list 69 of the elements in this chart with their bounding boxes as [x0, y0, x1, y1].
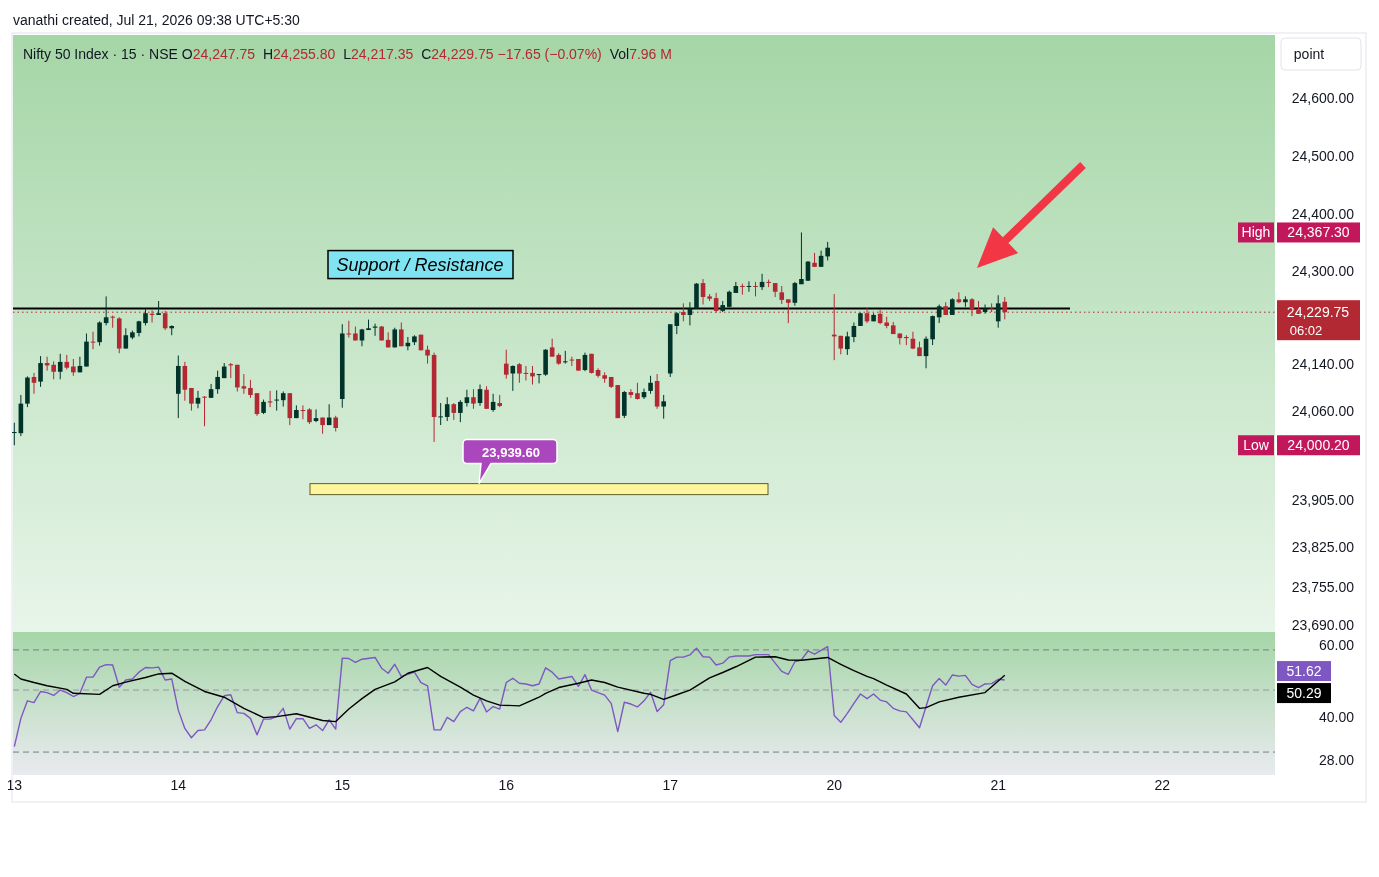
y-tick-label: 23,690.00 — [1291, 617, 1355, 634]
candlestick — [517, 362, 522, 384]
text: 50.29 — [1286, 685, 1322, 702]
candlestick — [530, 365, 535, 386]
x-tick-label: 22 — [1154, 777, 1171, 793]
x-tick-label: 15 — [334, 777, 351, 793]
candlestick — [740, 283, 745, 296]
text: O24,247.75 H24,255.80 L24,217.35 C24,229.75 −17.65 (−0.07%) Vol7.96 M — [181, 46, 672, 62]
y-tick-label: 24,500.00 — [1291, 147, 1355, 164]
candlestick — [471, 388, 476, 410]
y-tick-label: 23,825.00 — [1291, 538, 1355, 555]
candlestick — [904, 334, 909, 346]
text: vanathi created, Jul 21, 2026 09:38 UTC+5:30 — [13, 12, 301, 28]
y-tick-label: 23,755.00 — [1291, 579, 1355, 596]
y-tick-label: 23,905.00 — [1291, 492, 1355, 509]
text: point — [1293, 46, 1325, 62]
x-tick-label: 14 — [170, 777, 187, 793]
annotation: Low — [1243, 437, 1270, 454]
candlestick — [562, 350, 568, 365]
y-tick-label: 40.00 — [1318, 708, 1355, 725]
candlestick — [97, 320, 102, 347]
text: 24,000.20 — [1287, 437, 1350, 454]
y-tick-label: 24,060.00 — [1291, 402, 1355, 419]
y-tick-label: 24,400.00 — [1291, 205, 1355, 222]
text: 51.62 — [1286, 663, 1322, 680]
candlestick — [484, 385, 489, 410]
candlestick — [228, 362, 234, 379]
candlestick — [930, 315, 935, 346]
x-tick-label: 21 — [990, 777, 1007, 793]
candlestick — [313, 408, 319, 423]
candlestick — [38, 355, 43, 388]
y-tick-label: 60.00 — [1318, 637, 1355, 654]
candlestick — [235, 364, 240, 392]
candlestick — [241, 373, 247, 395]
candlestick — [202, 395, 207, 427]
candlestick — [628, 388, 634, 399]
x-tick-label: 17 — [662, 777, 679, 793]
annotation: High — [1241, 224, 1271, 241]
candlestick — [753, 281, 758, 297]
x-tick-label: 20 — [826, 777, 843, 793]
line-series — [13, 645, 1006, 748]
text: Nifty 50 Index · 15 · NSE — [23, 46, 178, 62]
candlestick — [458, 399, 463, 423]
text: 24,367.30 — [1287, 224, 1350, 241]
candlestick — [274, 389, 279, 412]
y-tick-label: 24,300.00 — [1291, 263, 1355, 280]
candlestick — [661, 394, 666, 420]
ref-line-label: 24,229.75 — [1286, 304, 1350, 321]
candlestick — [503, 349, 509, 380]
text: 06:02 — [1289, 323, 1323, 339]
line-series — [13, 656, 1006, 723]
candlestick — [215, 370, 220, 395]
candlestick — [825, 241, 830, 261]
candlestick — [12, 422, 17, 446]
y-tick-label: 24,140.00 — [1291, 356, 1355, 373]
candlestick — [622, 390, 627, 419]
candlestick — [444, 396, 450, 422]
band-label: 23,939.60 — [482, 444, 540, 460]
candlestick — [123, 327, 129, 350]
candlestick — [845, 331, 850, 356]
x-tick-label: 16 — [498, 777, 515, 793]
x-tick-label: 13 — [6, 777, 23, 793]
candlestick — [438, 402, 443, 426]
candlestick — [799, 231, 804, 285]
y-tick-label: 24,600.00 — [1291, 89, 1355, 106]
candlestick — [110, 315, 115, 329]
candlestick — [57, 353, 63, 380]
y-tick-label: 28.00 — [1318, 751, 1355, 768]
ref-line-label: Support / Resistance — [336, 254, 504, 275]
